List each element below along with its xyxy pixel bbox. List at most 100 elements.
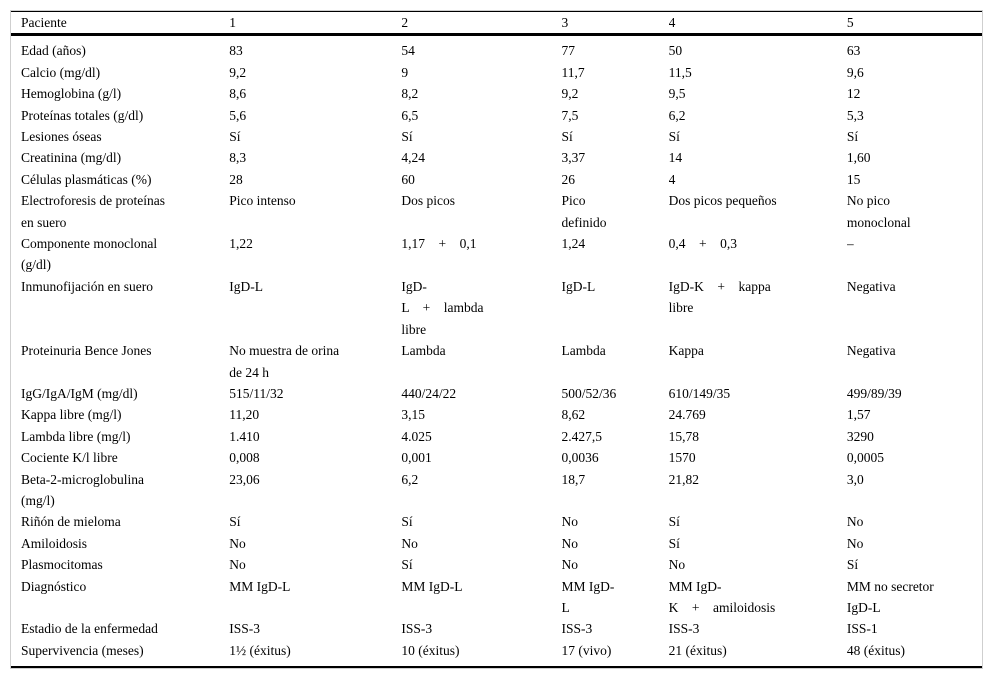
cell: 0,0005 [846,450,884,466]
cell: Negativa [846,343,896,359]
cell: 6,2 [401,471,419,487]
cell: 1,17 + 0,1 [401,236,477,252]
row-label: Estadio de la enfermedad [21,621,158,637]
cell: 8,6 [229,86,247,102]
table-row: Estadio de la enfermedad ISS-3 ISS-3 ISS-3 I… [11,618,982,639]
table-row: Beta-2-microglobulina (mg/l) 23,06 6,2 18,7… [11,469,982,512]
cell: 1,57 [846,407,871,423]
cell: 515/11/32 [229,385,284,401]
row-label: Calcio (mg/dl) [21,64,101,80]
cell: 1,60 [846,150,871,166]
cell: Sí [668,535,680,551]
patient-table-body: Edad (años) 83 54 77 50 63 Calcio (mg/dl) 9,2 9 1… [11,35,982,667]
table-row: Edad (años) 83 54 77 50 63 [11,35,982,62]
cell: No [846,535,864,551]
row-label: Proteinuria Bence Jones [21,343,152,359]
cell: 14 [668,150,683,166]
cell: Sí [561,129,573,145]
cell: 9,2 [561,86,579,102]
cell: 1570 [668,450,696,466]
cell: Lambda [561,343,606,359]
table-row: Creatinina (mg/dl) 8,3 4,24 3,37 14 1,60 [11,147,982,168]
cell: No [561,535,579,551]
cell: 9,6 [846,64,864,80]
cell: 48 (éxitus) [846,642,905,658]
cell: 54 [401,43,415,59]
cell: 77 [561,43,576,59]
table-row: Electroforesis de proteínas en suero Pico… [11,190,982,233]
cell: 6,5 [401,107,419,123]
cell: No muestra de orina de 24 h [229,343,340,380]
cell: 7,5 [561,107,579,123]
cell: 8,2 [401,86,419,102]
table-row: Diagnóstico MM IgD-L MM IgD-L MM IgD- L MM I… [11,576,982,619]
row-label: Edad (años) [21,43,86,59]
table-row: Células plasmáticas (%) 28 60 26 4 15 [11,169,982,190]
cell: ISS-3 [401,621,433,637]
cell: 50 [668,43,683,59]
cell: Sí [401,514,413,530]
row-label: Creatinina (mg/dl) [21,150,122,166]
cell: 610/149/35 [668,385,731,401]
cell: 4 [668,171,676,187]
cell: Pico definido [561,193,607,230]
cell: No pico monoclonal [846,193,911,230]
row-label: Beta-2-microglobulina (mg/l) [21,471,144,508]
cell: 9,5 [668,86,686,102]
cell: 4.025 [401,428,432,444]
cell: 15,78 [668,428,700,444]
cell: 8,62 [561,407,586,423]
cell: 1,24 [561,236,586,252]
cell: Sí [846,557,859,573]
cell: 63 [846,43,861,59]
row-label: Riñón de mieloma [21,514,121,530]
table-row: Amiloidosis No No No Sí No [11,533,982,554]
table-row: IgG/IgA/IgM (mg/dl) 515/11/32 440/24/22 500… [11,383,982,404]
row-label: Electroforesis de proteínas en suero [21,193,165,230]
cell: 0,0036 [561,450,599,466]
cell: 11,20 [229,407,260,423]
cell: 1½ (éxitus) [229,642,291,658]
header-patient-4: 4 [668,11,847,37]
cell: Sí [229,514,241,530]
cell: Sí [401,557,413,573]
row-label: Hemoglobina (g/l) [21,86,122,102]
cell: 12 [846,86,861,102]
cell: 24.769 [668,407,706,423]
header-patient-5: 5 [846,11,982,37]
header-paciente: Paciente [11,11,230,37]
cell: Sí [229,129,241,145]
cell: Dos picos [401,193,456,209]
header-patient-2: 2 [401,11,562,37]
row-label: Células plasmáticas (%) [21,171,152,187]
cell: Dos picos pequeños [668,193,777,209]
cell: 499/89/39 [846,385,902,401]
table-row: Componente monoclonal (g/dl) 1,22 1,17 + 0… [11,233,982,276]
row-label: Diagnóstico [21,578,87,594]
header-patient-1: 1 [229,11,402,37]
cell: No [561,557,579,573]
cell: 21,82 [668,471,700,487]
cell: 5,3 [846,107,864,123]
table-header-row: Paciente 1 2 3 4 5 [11,11,982,37]
cell: No [561,514,579,530]
cell: No [846,514,864,530]
cell: 0,4 + 0,3 [668,236,738,252]
row-label: Kappa libre (mg/l) [21,407,122,423]
table-row: Inmunofijación en suero IgD-L IgD- L + lam… [11,276,982,340]
table-row: Proteínas totales (g/dl) 5,6 6,5 7,5 6,2 5,3 [11,105,982,126]
cell: 3,0 [846,471,864,487]
cell: 8,3 [229,150,247,166]
cell: No [229,535,246,551]
table-row: Lambda libre (mg/l) 1.410 4.025 2.427,5 15,7… [11,426,982,447]
cell: Kappa [668,343,704,359]
row-label: Amiloidosis [21,535,88,551]
cell: 9,2 [229,64,247,80]
table-row: Hemoglobina (g/l) 8,6 8,2 9,2 9,5 12 [11,83,982,104]
cell: MM no secretor IgD-L [846,578,934,615]
cell: IgD-K + kappa libre [668,278,771,316]
row-label: Cociente K/l libre [21,450,118,466]
cell: No [401,535,418,551]
cell: 18,7 [561,471,586,487]
cell: 3290 [846,428,874,444]
